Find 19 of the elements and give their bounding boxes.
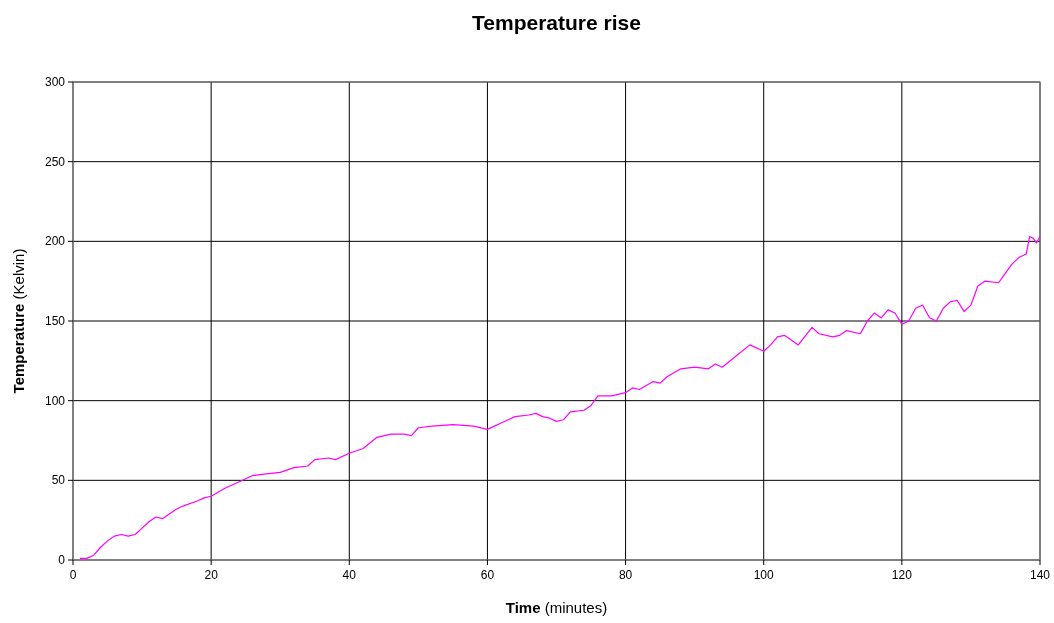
chart-title: Temperature rise xyxy=(472,11,641,34)
y-tick-label: 300 xyxy=(44,75,66,89)
y-tick-label: 250 xyxy=(44,154,66,169)
y-tick-label: 50 xyxy=(51,473,66,488)
y-axis-title: Temperature (Kelvin) xyxy=(10,248,27,394)
y-tick-label: 0 xyxy=(58,553,66,567)
y-tick-label: 200 xyxy=(44,234,66,249)
x-tick-label: 100 xyxy=(753,568,775,582)
x-axis-title: Time (minutes) xyxy=(505,599,608,616)
x-tick-label: 40 xyxy=(342,568,357,582)
x-tick-label: 80 xyxy=(618,568,633,582)
x-tick-label: 140 xyxy=(1029,568,1051,582)
x-tick-label: 20 xyxy=(204,568,219,582)
y-tick-label: 100 xyxy=(44,393,66,408)
x-tick-label: 0 xyxy=(69,568,77,582)
x-tick-label: 60 xyxy=(480,568,495,582)
line-series xyxy=(79,235,1041,560)
x-tick-label: 120 xyxy=(891,568,913,582)
y-tick-label: 150 xyxy=(44,314,66,328)
